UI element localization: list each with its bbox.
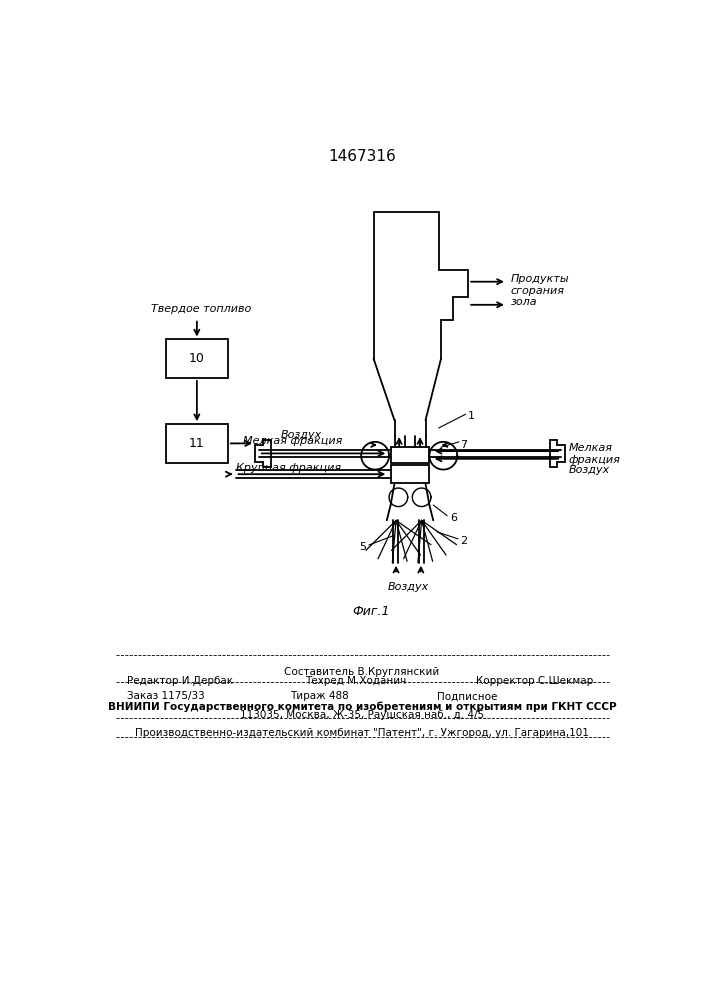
Text: Воздух: Воздух — [281, 430, 322, 440]
Text: 1: 1 — [468, 411, 475, 421]
Text: ВНИИПИ Государственного комитета по изобретениям и открытиям при ГКНТ СССР: ВНИИПИ Государственного комитета по изоб… — [107, 701, 617, 712]
Text: Воздух: Воздух — [569, 465, 610, 475]
Text: Редактор И.Дербак: Редактор И.Дербак — [127, 676, 233, 686]
Text: 10: 10 — [189, 352, 205, 365]
Text: Мелкая фракция: Мелкая фракция — [243, 436, 343, 446]
Text: 7: 7 — [460, 440, 467, 450]
Text: Корректор С.Шекмар: Корректор С.Шекмар — [476, 676, 593, 686]
Text: 6: 6 — [450, 513, 457, 523]
Text: Крупная фракция: Крупная фракция — [235, 463, 341, 473]
Text: Фиг.1: Фиг.1 — [352, 605, 390, 618]
Text: 2: 2 — [460, 536, 467, 546]
Text: Твердое топливо: Твердое топливо — [151, 304, 251, 314]
Text: Техред М.Ходанич: Техред М.Ходанич — [305, 676, 407, 686]
Text: Мелкая
фракция: Мелкая фракция — [569, 443, 621, 465]
Text: 5: 5 — [359, 542, 366, 552]
Text: Продукты
сгорания
зола: Продукты сгорания зола — [510, 274, 569, 307]
Text: Производственно-издательский комбинат "Патент", г. Ужгород, ул. Гагарина,101: Производственно-издательский комбинат "П… — [135, 728, 589, 738]
Text: Заказ 1175/33: Заказ 1175/33 — [127, 691, 205, 701]
Text: Подписное: Подписное — [437, 691, 498, 701]
Bar — [166, 424, 228, 463]
Text: 11: 11 — [189, 437, 205, 450]
Text: Воздух: Воздух — [388, 582, 429, 592]
Text: 113035, Москва, Ж-35, Раушская наб., д. 4/5: 113035, Москва, Ж-35, Раушская наб., д. … — [240, 710, 484, 720]
Bar — [166, 339, 228, 378]
Text: Тираж 488: Тираж 488 — [290, 691, 349, 701]
Text: 1467316: 1467316 — [328, 149, 396, 164]
Text: Составитель В.Круглянский: Составитель В.Круглянский — [284, 667, 440, 677]
